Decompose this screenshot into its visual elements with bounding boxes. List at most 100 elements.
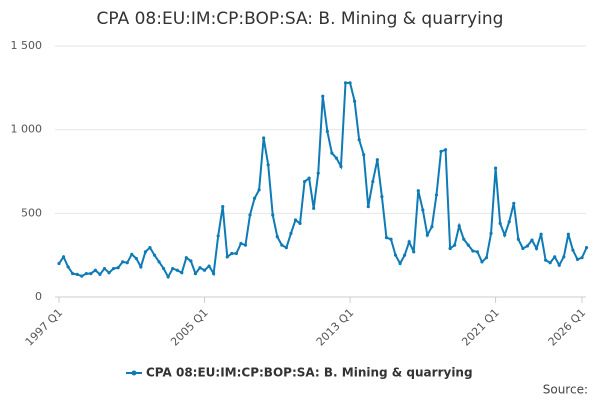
point — [553, 255, 557, 259]
point — [434, 193, 439, 197]
point — [548, 261, 552, 265]
point — [93, 268, 97, 272]
point — [89, 271, 93, 276]
point — [252, 196, 257, 200]
point — [157, 260, 161, 264]
x-tick-label: 2026 Q1 — [546, 306, 589, 349]
point — [307, 176, 311, 180]
point — [130, 252, 134, 256]
point — [466, 243, 470, 247]
point — [225, 255, 229, 259]
point — [152, 253, 157, 257]
point — [316, 171, 320, 175]
point — [325, 129, 329, 133]
point — [534, 246, 539, 251]
point — [312, 206, 316, 210]
point — [148, 246, 152, 250]
point — [439, 149, 443, 154]
point — [125, 261, 129, 265]
point — [162, 266, 166, 271]
point — [489, 231, 493, 236]
point — [102, 266, 107, 271]
point — [107, 271, 111, 275]
point — [343, 81, 348, 85]
x-tick-label: 2021 Q1 — [459, 306, 502, 349]
point — [512, 201, 516, 205]
point — [571, 248, 575, 252]
point — [111, 266, 116, 271]
point — [84, 271, 88, 276]
point — [348, 81, 352, 85]
point — [275, 235, 279, 239]
point — [139, 265, 143, 269]
point — [366, 205, 370, 209]
y-tick-label: 0 — [35, 290, 42, 303]
point — [134, 256, 138, 261]
point — [166, 275, 170, 279]
point — [121, 260, 125, 264]
point — [339, 164, 343, 169]
point — [284, 246, 288, 250]
point — [566, 232, 570, 236]
point — [193, 271, 198, 276]
point — [353, 99, 357, 103]
series-line — [58, 81, 588, 280]
point — [61, 255, 66, 259]
legend-label: CPA 08:EU:IM:CP:BOP:SA: B. Mining & quar… — [146, 366, 473, 380]
point — [462, 237, 466, 241]
point — [266, 163, 270, 167]
point — [243, 243, 248, 247]
point — [80, 274, 84, 278]
point — [507, 220, 511, 224]
point — [184, 256, 188, 260]
point — [230, 251, 234, 256]
y-tick-label: 1 000 — [11, 123, 43, 136]
point — [384, 235, 389, 240]
point — [171, 266, 175, 271]
point — [412, 250, 416, 254]
point — [239, 241, 243, 246]
y-tick-label: 1 500 — [11, 39, 43, 52]
point — [248, 213, 252, 217]
point — [257, 188, 261, 192]
point — [66, 265, 70, 269]
point — [493, 166, 498, 170]
point — [302, 179, 307, 184]
point — [71, 271, 75, 276]
point — [298, 221, 302, 225]
point — [375, 158, 379, 162]
point — [202, 268, 207, 272]
point — [457, 224, 461, 228]
point — [393, 253, 398, 257]
point — [262, 136, 266, 140]
point — [357, 138, 361, 142]
point — [98, 272, 102, 277]
point — [416, 189, 420, 193]
point — [175, 268, 179, 272]
point — [180, 271, 184, 275]
point — [525, 244, 530, 248]
point — [380, 195, 384, 199]
point — [234, 251, 238, 256]
point — [475, 250, 479, 254]
point — [544, 258, 548, 262]
point — [371, 179, 375, 184]
point — [116, 266, 120, 270]
point — [212, 271, 216, 276]
y-tick-label: 500 — [21, 206, 42, 219]
point — [57, 261, 61, 266]
point — [557, 263, 561, 267]
point — [448, 246, 452, 251]
chart-title: CPA 08:EU:IM:CP:BOP:SA: B. Mining & quar… — [97, 9, 504, 29]
point — [498, 221, 502, 225]
point — [216, 234, 220, 238]
point — [289, 231, 293, 236]
point — [271, 213, 275, 217]
point — [207, 264, 211, 268]
point — [143, 250, 148, 254]
point — [453, 243, 457, 247]
point — [480, 260, 484, 264]
point — [430, 225, 434, 229]
point — [221, 205, 225, 209]
point — [280, 243, 284, 247]
